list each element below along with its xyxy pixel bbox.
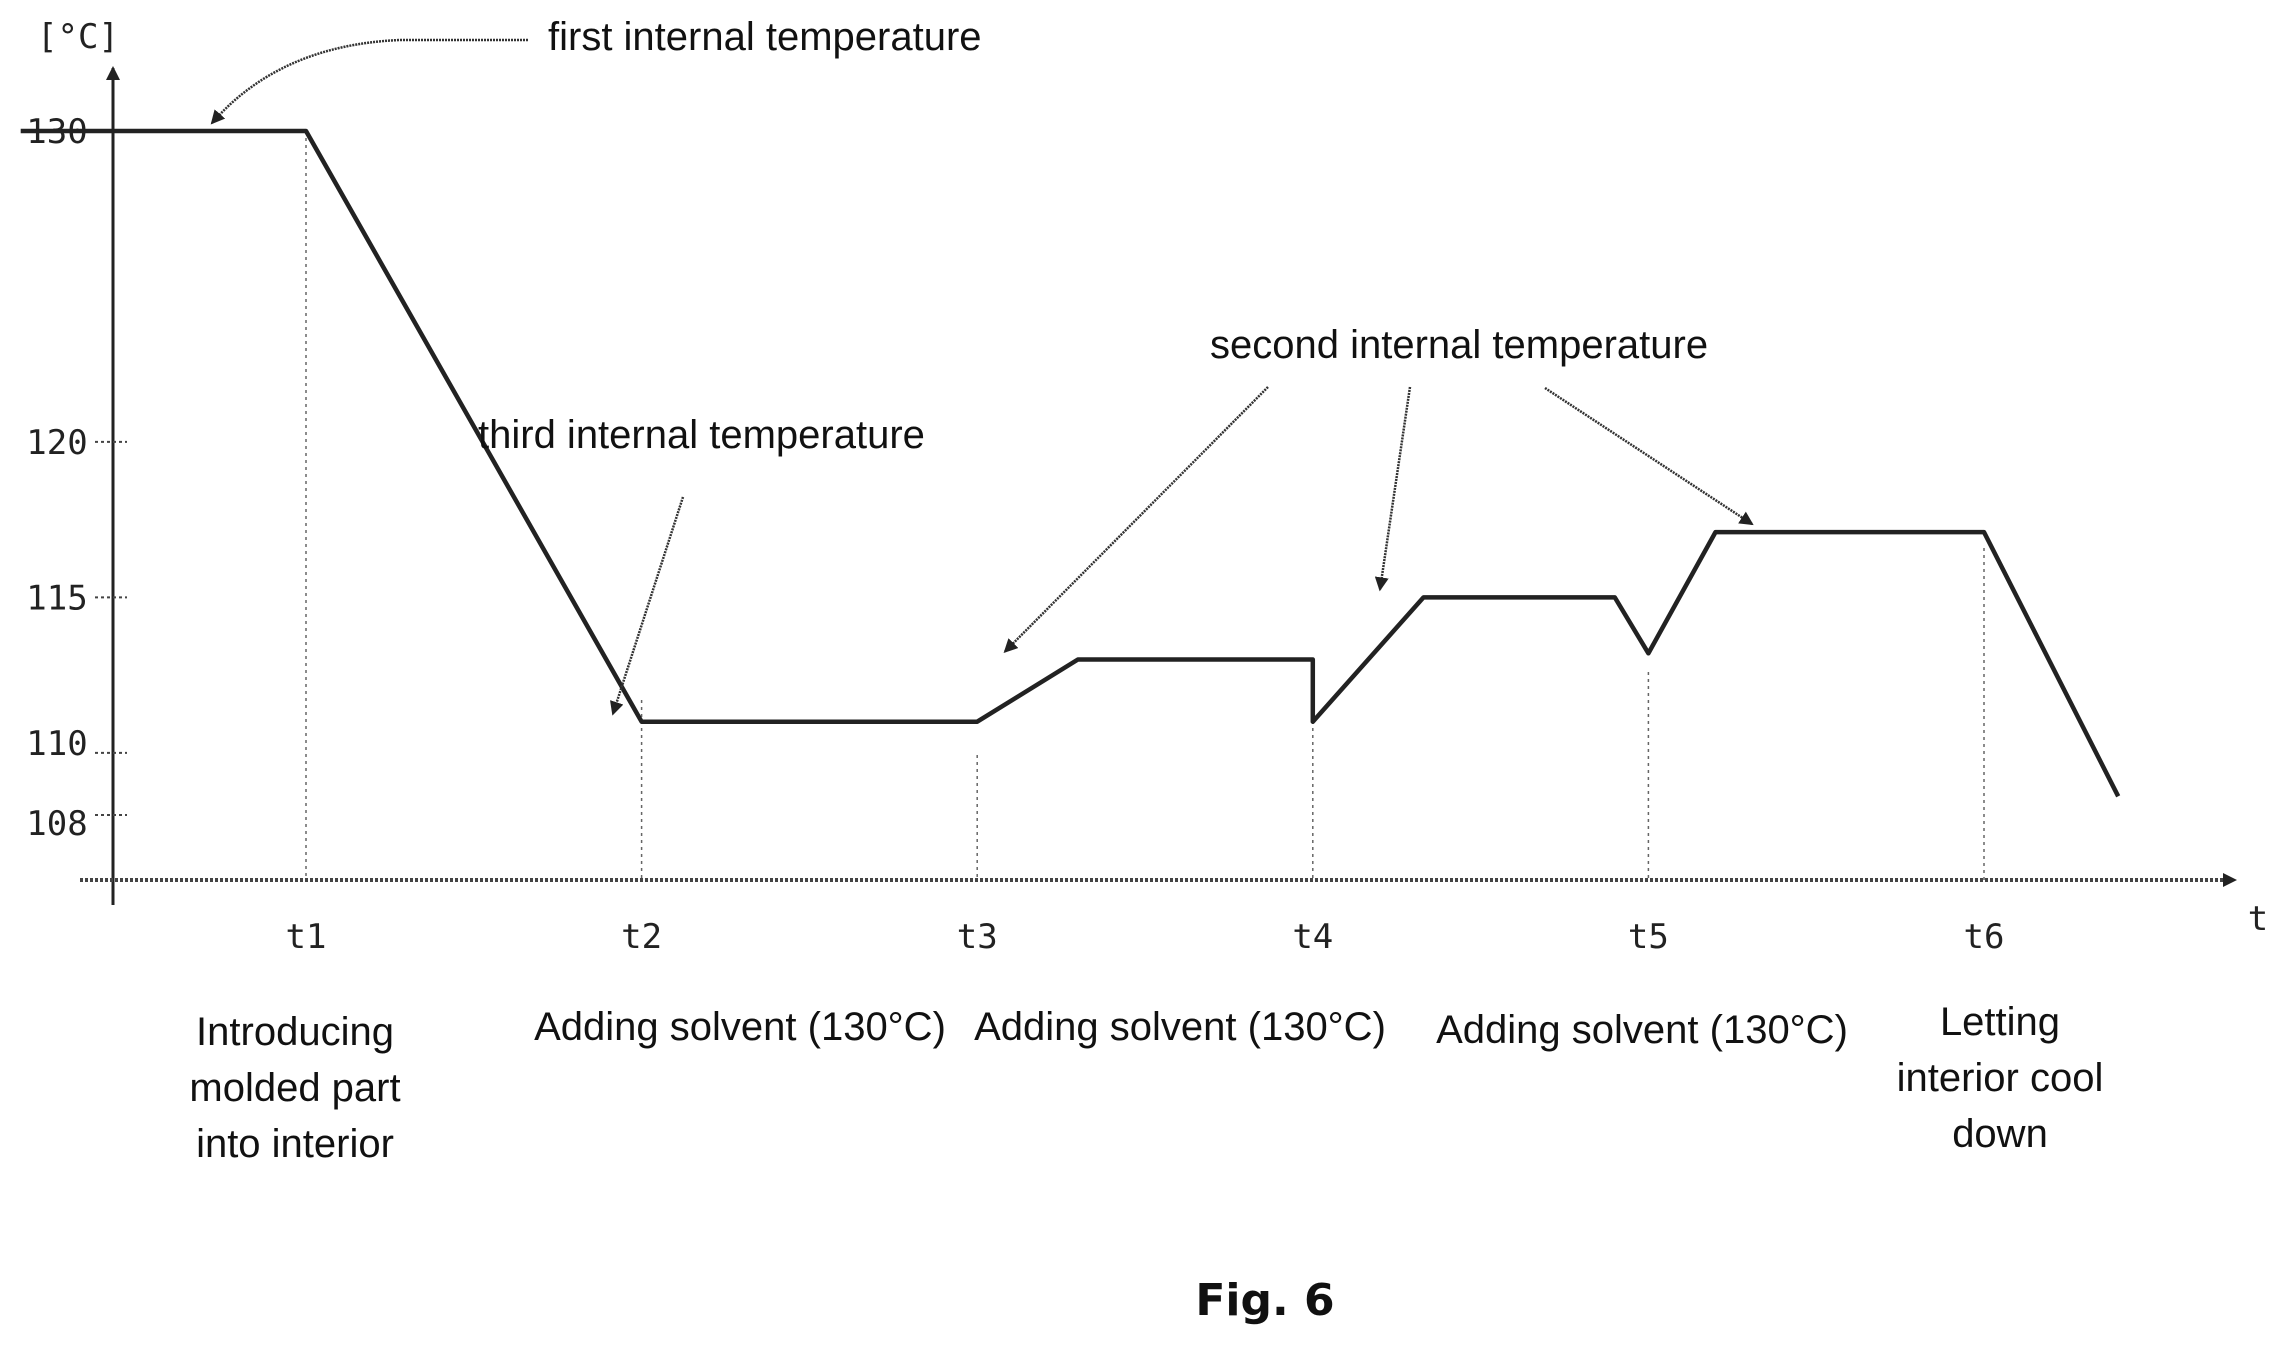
x-tick-label-t1: t1 — [286, 917, 327, 957]
annotations: first internal temperature third internal… — [210, 15, 1754, 716]
x-tick-label-t4: t4 — [1292, 917, 1333, 957]
phase-label-line: interior cool — [1897, 1056, 2104, 1100]
y-axis-label: [°C] — [37, 17, 119, 57]
y-tick-label-110: 110 — [26, 724, 87, 764]
annotation-first-internal-temperature: first internal temperature — [548, 15, 982, 59]
y-tick-label-108: 108 — [26, 804, 87, 844]
phase-label-line: Introducing — [196, 1010, 394, 1054]
phase-label-2: Adding solvent (130°C) — [534, 1005, 946, 1049]
annotation-third-internal-temperature: third internal temperature — [478, 413, 925, 457]
phase-label-line: Adding solvent (130°C) — [1436, 1008, 1848, 1052]
x-tick-label-t6: t6 — [1964, 917, 2005, 957]
series-layer — [20, 128, 2121, 798]
phase-label-3: Adding solvent (130°C) — [974, 1005, 1386, 1049]
phase-label-5: Letting interior cool down — [1897, 1000, 2104, 1156]
time-guides — [305, 131, 1985, 880]
figure-caption: Fig. 6 — [1195, 1275, 1334, 1326]
phase-label-4: Adding solvent (130°C) — [1436, 1008, 1848, 1052]
arrow-second-internal-temperature-1 — [1003, 386, 1269, 653]
phase-label-line: Letting — [1940, 1000, 2060, 1044]
x-axis-label: t — [2248, 899, 2268, 939]
arrow-third-internal-temperature — [610, 496, 685, 716]
x-tick-label-t3: t3 — [957, 917, 998, 957]
annotation-second-internal-temperature: second internal temperature — [1210, 323, 1708, 367]
y-tick-label-115: 115 — [26, 578, 87, 618]
x-tick-label-t5: t5 — [1628, 917, 1669, 957]
phase-label-line: molded part — [189, 1066, 400, 1110]
phase-label-line: Adding solvent (130°C) — [534, 1005, 946, 1049]
phase-labels: Introducing molded part into interior Addin… — [189, 1000, 2103, 1166]
y-tick-label-120: 120 — [26, 423, 87, 463]
phase-label-line: down — [1952, 1112, 2048, 1156]
series-line — [20, 128, 2121, 798]
arrow-second-internal-temperature-3 — [1544, 386, 1754, 526]
arrow-first-internal-temperature — [210, 38, 528, 125]
phase-label-1: Introducing molded part into interior — [189, 1010, 400, 1166]
arrow-second-internal-temperature-2 — [1374, 386, 1412, 592]
phase-label-line: into interior — [196, 1122, 394, 1166]
phase-label-line: Adding solvent (130°C) — [974, 1005, 1386, 1049]
x-tick-label-t2: t2 — [621, 917, 662, 957]
